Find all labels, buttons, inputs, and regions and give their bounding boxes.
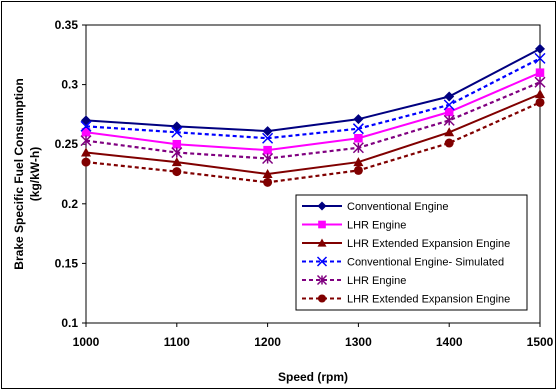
x-tick-label: 1200 bbox=[254, 335, 281, 349]
data-point-diamond bbox=[535, 43, 545, 54]
series-3 bbox=[81, 89, 545, 178]
y-axis: 0.1 0.15 0.2 0.25 0.3 0.35 bbox=[55, 18, 86, 330]
series-line bbox=[85, 47, 541, 133]
legend-label: LHR Extended Expansion Engine bbox=[347, 294, 510, 306]
data-point-star bbox=[262, 152, 274, 165]
data-point-diamond bbox=[262, 126, 273, 137]
data-point-square bbox=[172, 139, 182, 149]
series-6 bbox=[81, 97, 545, 187]
x-axis: 1000 1100 1200 1300 1400 1500 bbox=[73, 323, 554, 349]
x-tick-label: 1400 bbox=[436, 335, 463, 349]
data-point-triangle bbox=[444, 127, 455, 137]
data-point-diamond bbox=[353, 114, 364, 125]
data-point-star bbox=[443, 114, 455, 126]
legend-box bbox=[295, 194, 528, 311]
legend-item: LHR Extended Expansion Engine bbox=[302, 238, 510, 250]
legend: Conventional Engine LHR Engine LHR Extende… bbox=[295, 194, 528, 311]
y-tick-label: 0.3 bbox=[61, 78, 78, 92]
x-axis-title: Speed (rpm) bbox=[278, 370, 348, 384]
y-tick-label: 0.15 bbox=[55, 256, 79, 270]
legend-label: Conventional Engine bbox=[347, 201, 449, 213]
data-point-star bbox=[316, 274, 328, 286]
data-point-triangle bbox=[535, 89, 545, 99]
series-line bbox=[85, 101, 541, 184]
legend-item: LHR Engine bbox=[302, 220, 406, 232]
series-2 bbox=[81, 68, 545, 155]
data-point-diamond bbox=[171, 121, 182, 132]
data-point-square bbox=[318, 220, 326, 229]
series-line bbox=[85, 71, 541, 152]
series-line bbox=[85, 93, 541, 176]
data-point-triangle bbox=[81, 147, 91, 157]
series-line bbox=[85, 81, 541, 160]
data-point-circle bbox=[172, 167, 182, 177]
data-point-square bbox=[535, 68, 545, 77]
series-line bbox=[85, 57, 541, 140]
series-layer bbox=[80, 43, 546, 187]
series-5 bbox=[80, 76, 546, 165]
data-point-star bbox=[534, 76, 546, 88]
data-point-x bbox=[443, 99, 455, 111]
data-point-circle bbox=[317, 294, 327, 303]
data-point-x bbox=[316, 256, 328, 267]
data-point-square bbox=[444, 107, 454, 117]
legend-label: LHR Engine bbox=[347, 220, 406, 232]
data-point-diamond bbox=[317, 201, 327, 211]
legend-label: LHR Engine bbox=[347, 275, 406, 287]
y-tick-label: 0.2 bbox=[61, 197, 78, 211]
legend-item: LHR Extended Expansion Engine bbox=[302, 294, 510, 306]
data-point-x bbox=[80, 120, 92, 132]
data-point-star bbox=[352, 142, 364, 154]
data-point-square bbox=[263, 145, 272, 155]
data-point-x bbox=[352, 123, 364, 135]
x-tick-label: 1100 bbox=[164, 335, 190, 349]
y-tick-label: 0.35 bbox=[55, 18, 79, 32]
legend-item: LHR Engine bbox=[302, 274, 406, 287]
x-tick-label: 1500 bbox=[527, 335, 554, 349]
x-tick-label: 1300 bbox=[345, 335, 372, 349]
series-4 bbox=[80, 52, 546, 144]
legend-item: Conventional Engine bbox=[302, 201, 449, 213]
data-point-circle bbox=[353, 165, 363, 175]
data-point-circle bbox=[535, 97, 545, 107]
data-point-star bbox=[80, 135, 92, 147]
data-point-square bbox=[81, 128, 91, 137]
data-point-x bbox=[171, 126, 183, 138]
x-tick-label: 1000 bbox=[73, 335, 100, 349]
data-point-triangle bbox=[353, 157, 364, 167]
data-point-x bbox=[262, 132, 274, 144]
data-point-triangle bbox=[171, 157, 182, 167]
data-point-square bbox=[354, 133, 363, 143]
legend-label: LHR Extended Expansion Engine bbox=[347, 238, 510, 250]
y-axis-title-line1: Brake Specific Fuel Consumption bbox=[12, 78, 26, 269]
y-axis-title-line2: (kg/kW-h) bbox=[28, 147, 42, 201]
data-point-star bbox=[171, 147, 183, 159]
data-point-diamond bbox=[444, 91, 455, 102]
legend-item: Conventional Engine- Simulated bbox=[302, 256, 504, 269]
data-point-triangle bbox=[262, 169, 273, 178]
data-point-x bbox=[534, 52, 546, 64]
y-tick-label: 0.1 bbox=[61, 316, 78, 330]
data-point-circle bbox=[81, 157, 91, 167]
legend-label: Conventional Engine- Simulated bbox=[347, 257, 504, 269]
data-point-triangle bbox=[317, 238, 327, 247]
data-point-circle bbox=[263, 177, 273, 187]
y-tick-label: 0.25 bbox=[55, 137, 79, 151]
data-point-circle bbox=[444, 138, 454, 148]
